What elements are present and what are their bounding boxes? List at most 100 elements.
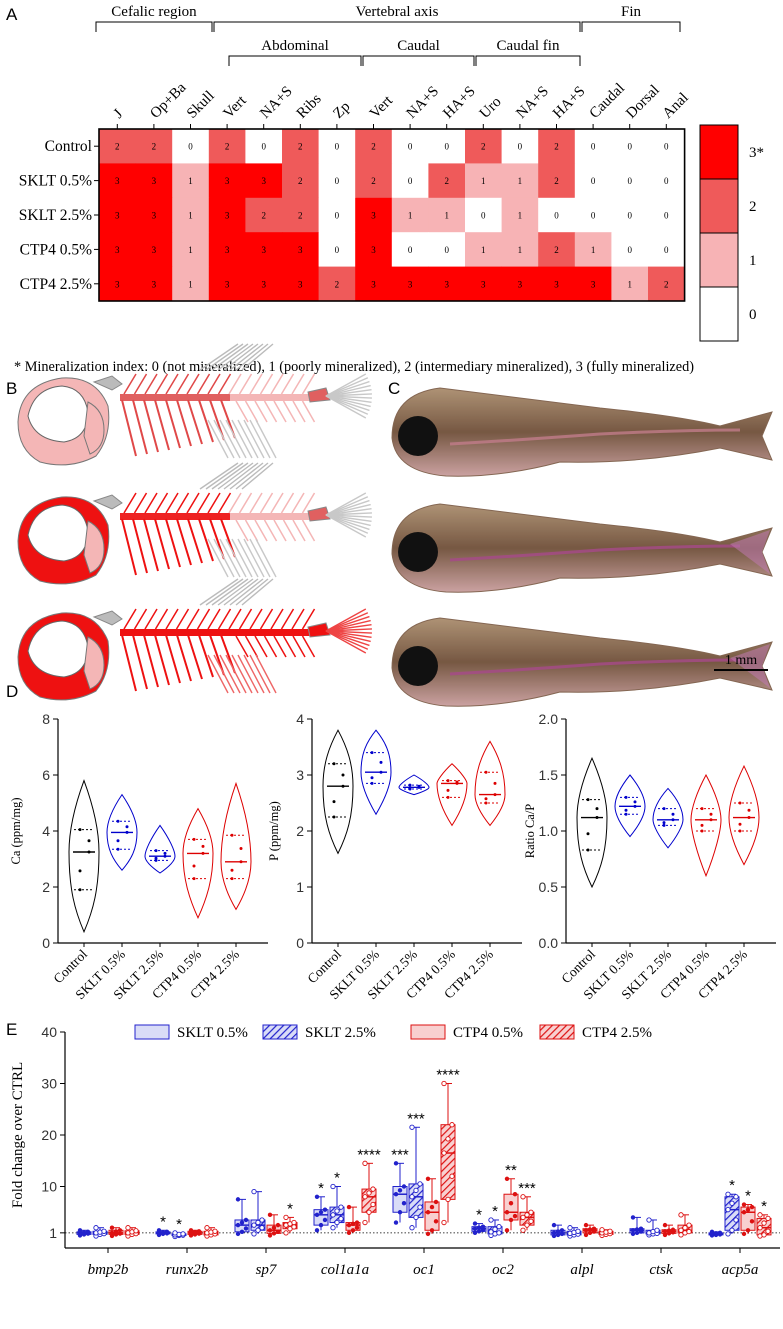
row-label: Control — [45, 138, 92, 155]
violin-point — [370, 776, 374, 780]
significance-marker: ** — [505, 1162, 517, 1179]
heatmap-cell-value: 3 — [371, 245, 376, 255]
skeleton-haemal-spine — [292, 519, 306, 542]
box-point — [433, 1219, 439, 1224]
heatmap-cell — [574, 129, 612, 164]
legend-swatch — [134, 1024, 170, 1040]
legend-label: SKLT 2.5% — [305, 1025, 376, 1041]
violin-point — [662, 807, 666, 811]
box-point — [449, 1173, 455, 1179]
heatmap-cell-value: 0 — [627, 142, 632, 152]
subgroup-caudal-bracket — [362, 55, 475, 66]
violin-shape — [360, 729, 392, 816]
violin-shape — [182, 807, 214, 919]
box-point — [666, 1228, 672, 1233]
skeleton-neural-spine — [301, 608, 316, 630]
box-point — [401, 1201, 407, 1206]
violin-point — [738, 829, 742, 833]
heatmap-cell — [428, 197, 466, 233]
heatmap-cell-value: 0 — [335, 211, 340, 221]
heatmap-cell-value: 2 — [371, 142, 376, 152]
heatmap-cell-value: 2 — [298, 142, 303, 152]
legend-swatch — [699, 178, 739, 234]
heatmap-cell-value: 0 — [591, 211, 596, 221]
box-point — [472, 1230, 478, 1236]
skeleton-neural-spine — [133, 492, 148, 514]
skeleton-rib — [165, 634, 181, 684]
box-point — [638, 1226, 644, 1231]
box-point — [551, 1222, 557, 1228]
box-point — [587, 1230, 593, 1236]
x-tick-label: sp7 — [256, 1262, 278, 1278]
box-point — [441, 1150, 447, 1156]
y-axis-label: Fold change over CTRL — [10, 1062, 26, 1208]
box-point — [445, 1136, 451, 1142]
box-point — [350, 1221, 356, 1227]
skeleton-neural-spine — [291, 373, 305, 395]
larva-photo — [391, 617, 773, 707]
violin-point — [484, 770, 488, 774]
heatmap-cell — [648, 197, 685, 233]
violin-point — [595, 816, 599, 820]
y-tick-label: 10 — [41, 1179, 57, 1195]
skeleton-neural-spine — [249, 492, 263, 514]
legend-label: 1 — [749, 253, 757, 269]
violin-point — [154, 856, 158, 860]
subgroup-caudal-fin-bracket — [475, 55, 581, 66]
heatmap-cell — [428, 129, 466, 164]
heatmap-cell-value: 0 — [591, 142, 596, 152]
violin-shape — [652, 787, 684, 849]
box-point — [476, 1225, 482, 1230]
violin-point — [116, 819, 120, 823]
skeleton-dorsal-fin-ray — [199, 578, 239, 606]
violin-point — [239, 847, 243, 850]
skeleton-rib — [143, 399, 159, 453]
box-point — [496, 1224, 502, 1230]
skeleton-neural-spine — [123, 492, 137, 514]
legend-label: 3* — [749, 145, 764, 161]
violin-point — [484, 797, 488, 801]
heatmap-cell — [355, 197, 393, 233]
skeleton-anal-fin-ray — [243, 419, 265, 459]
box-point — [109, 1225, 115, 1230]
box-point — [413, 1187, 419, 1194]
violin-point — [125, 825, 129, 829]
heatmap-cell — [245, 129, 283, 164]
skeleton-anal-fin-ray — [255, 654, 277, 694]
skeleton-weberian — [92, 610, 123, 626]
box-point — [212, 1228, 218, 1234]
box-point — [366, 1190, 372, 1196]
violin-point — [341, 784, 345, 788]
box-point — [271, 1231, 277, 1236]
heatmap-cell — [318, 163, 356, 199]
box-point — [393, 1192, 399, 1197]
larva-spine-stain — [449, 428, 741, 446]
heatmap-cell — [245, 232, 283, 267]
heatmap-cell — [465, 197, 502, 233]
box-point — [492, 1226, 498, 1232]
skeleton-rib — [143, 518, 159, 572]
skeleton-diagram — [17, 578, 372, 701]
column-label: Vert — [367, 92, 397, 122]
legend-swatch — [539, 1024, 575, 1040]
y-axis-label: Ca (ppm/mg) — [9, 797, 23, 864]
box-point — [330, 1212, 336, 1218]
box-point — [109, 1233, 115, 1239]
violin-point — [586, 798, 590, 802]
y-tick-label: 0.0 — [539, 935, 559, 951]
legend-swatch — [699, 232, 739, 288]
heatmap-cell — [99, 266, 136, 302]
heatmap-cell-value: 3 — [408, 279, 413, 289]
box-point — [180, 1231, 186, 1237]
larva-eye — [398, 416, 438, 456]
heatmap-cell — [428, 232, 466, 267]
violin-shape — [144, 824, 176, 874]
group-cefalic-bracket — [95, 21, 213, 32]
box-point — [338, 1216, 344, 1222]
box-point — [559, 1231, 565, 1237]
box-point — [555, 1232, 561, 1238]
heatmap-cell — [611, 266, 649, 302]
panel-letter-d: D — [6, 682, 18, 701]
subgroup-caudal-label: Caudal — [397, 38, 440, 54]
